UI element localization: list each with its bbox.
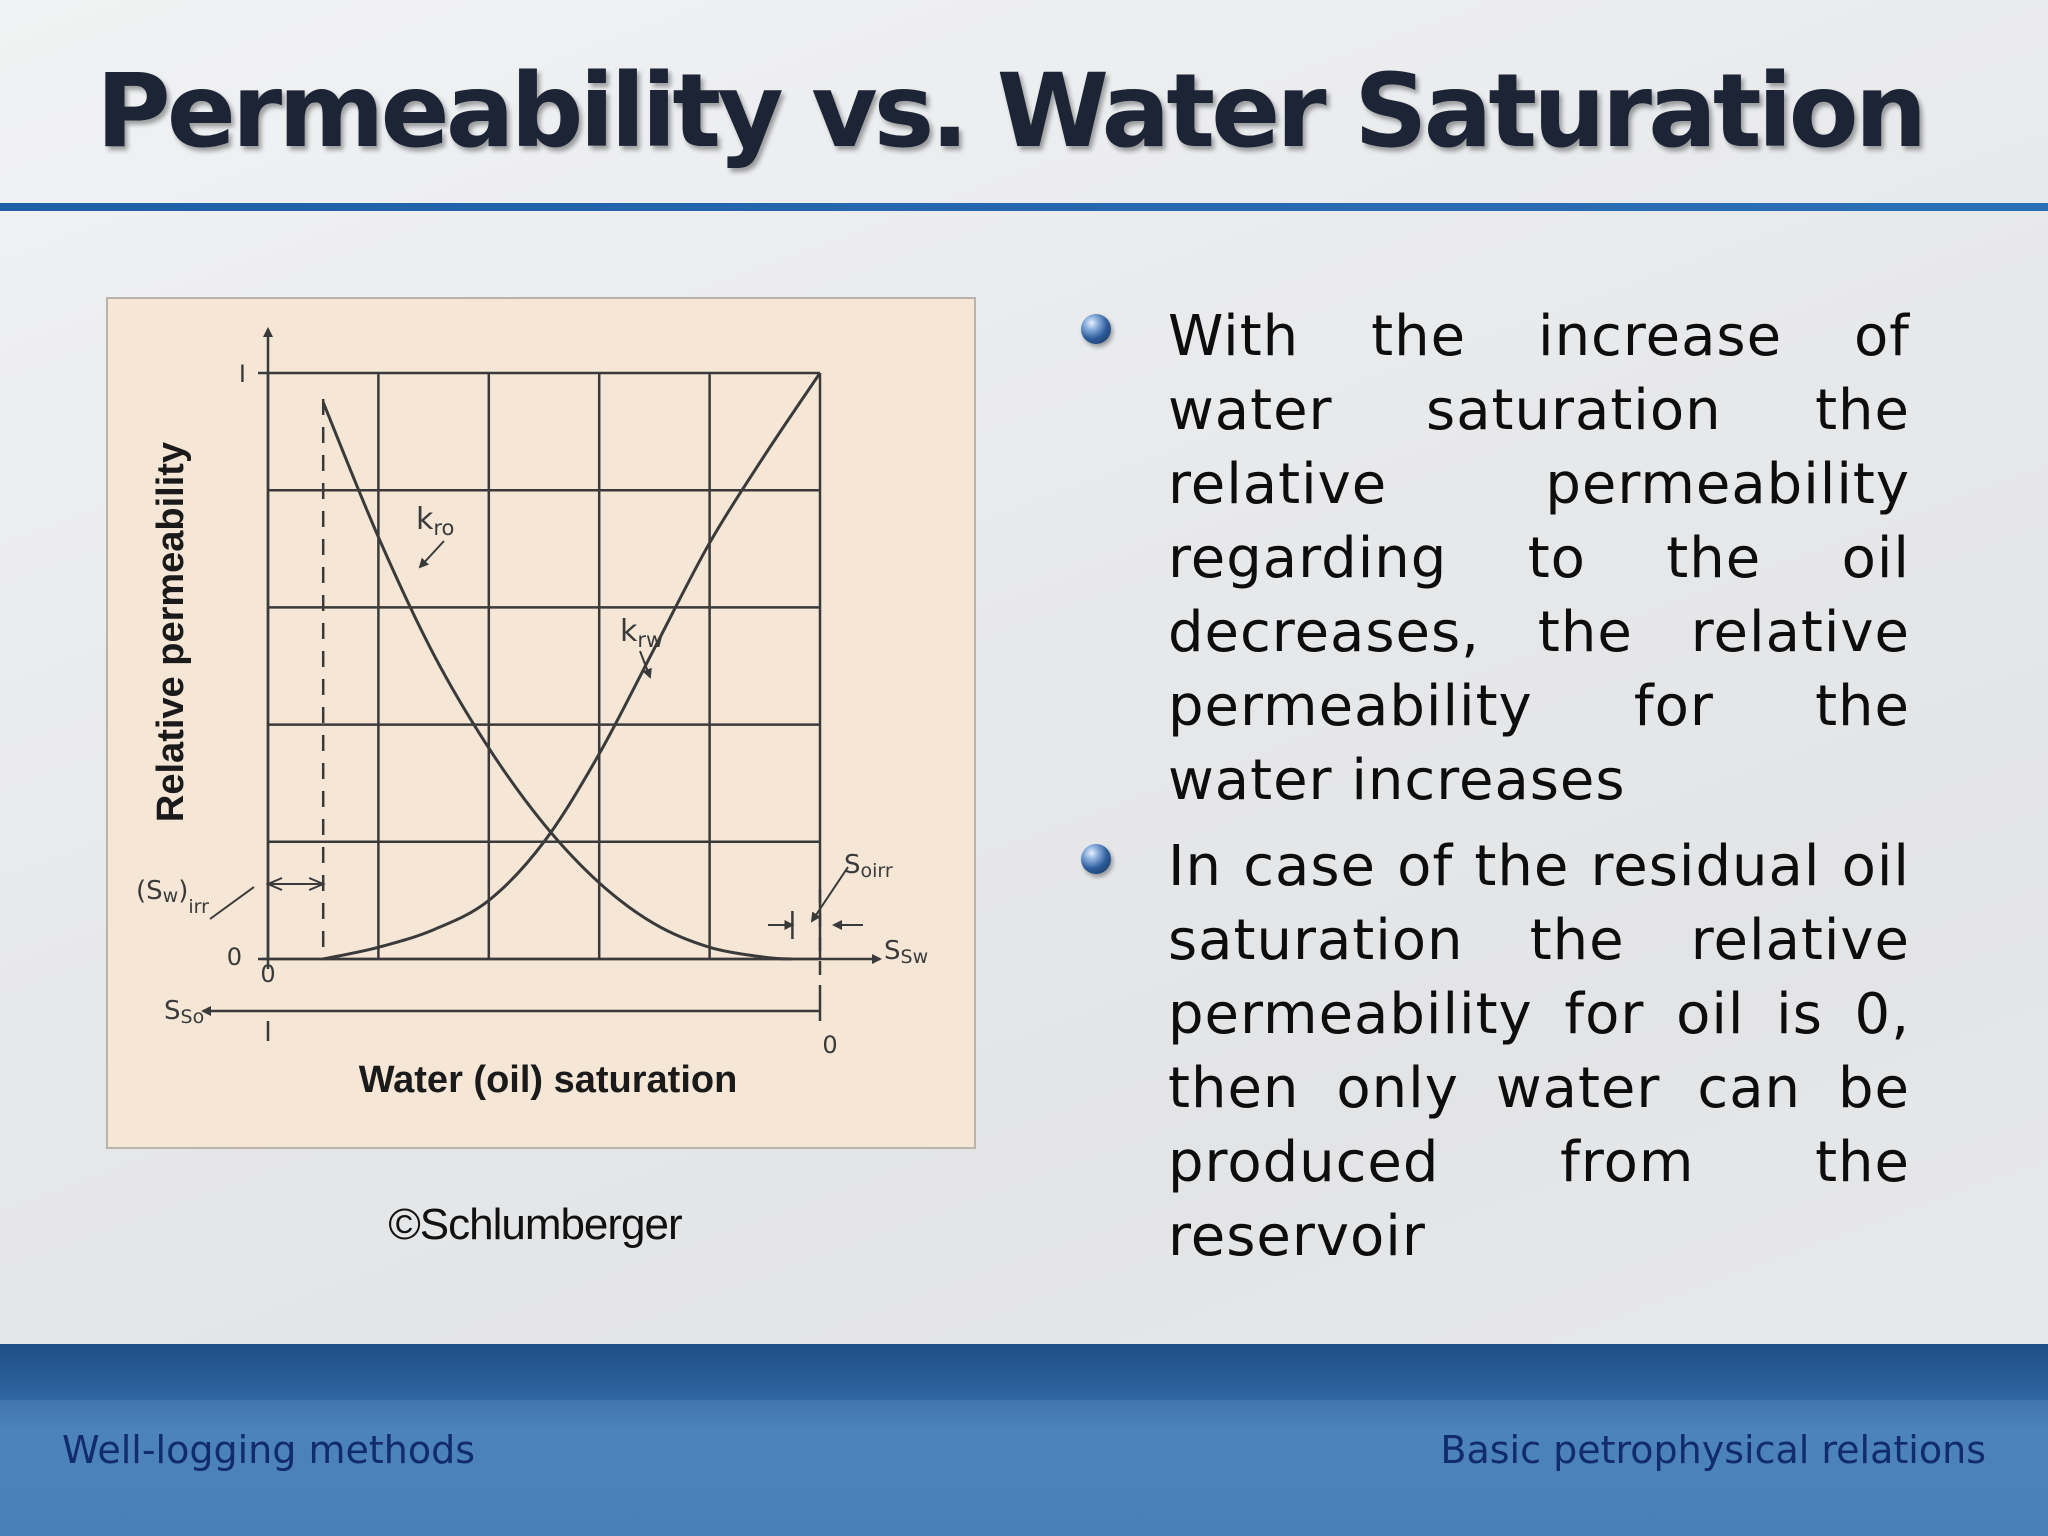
chart-svg: Relative permeability Water (oil) satura…: [136, 327, 928, 1101]
bullet-icon: [1081, 314, 1111, 344]
swirr-arrowhead-right: [308, 877, 326, 891]
series-line-krw: [322, 372, 822, 961]
so-axis-label: SSo: [164, 996, 204, 1028]
swirr-leader: [209, 886, 255, 920]
sw-axis-label: SSw: [884, 936, 928, 968]
bullet-text: With the increase of water saturation th…: [1168, 304, 1910, 813]
series-line-kro: [321, 401, 793, 961]
swirr-arrowhead-left: [265, 877, 283, 891]
x-axis-label: Water (oil) saturation: [359, 1059, 738, 1101]
krw-leader: [639, 650, 652, 679]
slide-title: Permeability vs. Water Saturation: [96, 52, 1927, 171]
y-tick-label-top: I: [239, 360, 246, 388]
chart-annotations: [209, 399, 863, 999]
soirr-label: Soirr: [844, 850, 893, 882]
kro-leader: [418, 540, 445, 569]
bullet-icon: [1081, 844, 1111, 874]
swirr-label: (Sw)irr: [136, 876, 209, 918]
kro-curve-label: kro: [416, 502, 454, 540]
bullet-item: With the increase of water saturation th…: [1076, 300, 1916, 818]
relative-permeability-chart: Relative permeability Water (oil) satura…: [106, 297, 976, 1149]
y-axis-label: Relative permeability: [150, 442, 192, 822]
title-divider: [0, 203, 2048, 211]
bullet-text: In case of the residual oil saturation t…: [1168, 834, 1910, 1269]
y-tick-label-zero: 0: [227, 943, 242, 971]
so-tick-label-zero: 0: [822, 1031, 837, 1059]
chart-grid: [266, 371, 822, 961]
footer-band: [0, 1344, 2048, 1400]
footer-course-title: Well-logging methods: [62, 1428, 475, 1472]
bullet-list: With the increase of water saturation th…: [1076, 300, 1916, 1286]
bullet-item: In case of the residual oil saturation t…: [1076, 830, 1916, 1274]
x-tick-label-zero: 0: [260, 960, 275, 988]
chart-series: [321, 372, 822, 961]
soirr-leader: [810, 866, 849, 923]
footer: Well-logging methods Basic petrophysical…: [0, 1344, 2048, 1536]
krw-curve-label: krw: [620, 614, 663, 652]
footer-section-title: Basic petrophysical relations: [1440, 1428, 1986, 1472]
image-credit: ©Schlumberger: [388, 1200, 682, 1249]
